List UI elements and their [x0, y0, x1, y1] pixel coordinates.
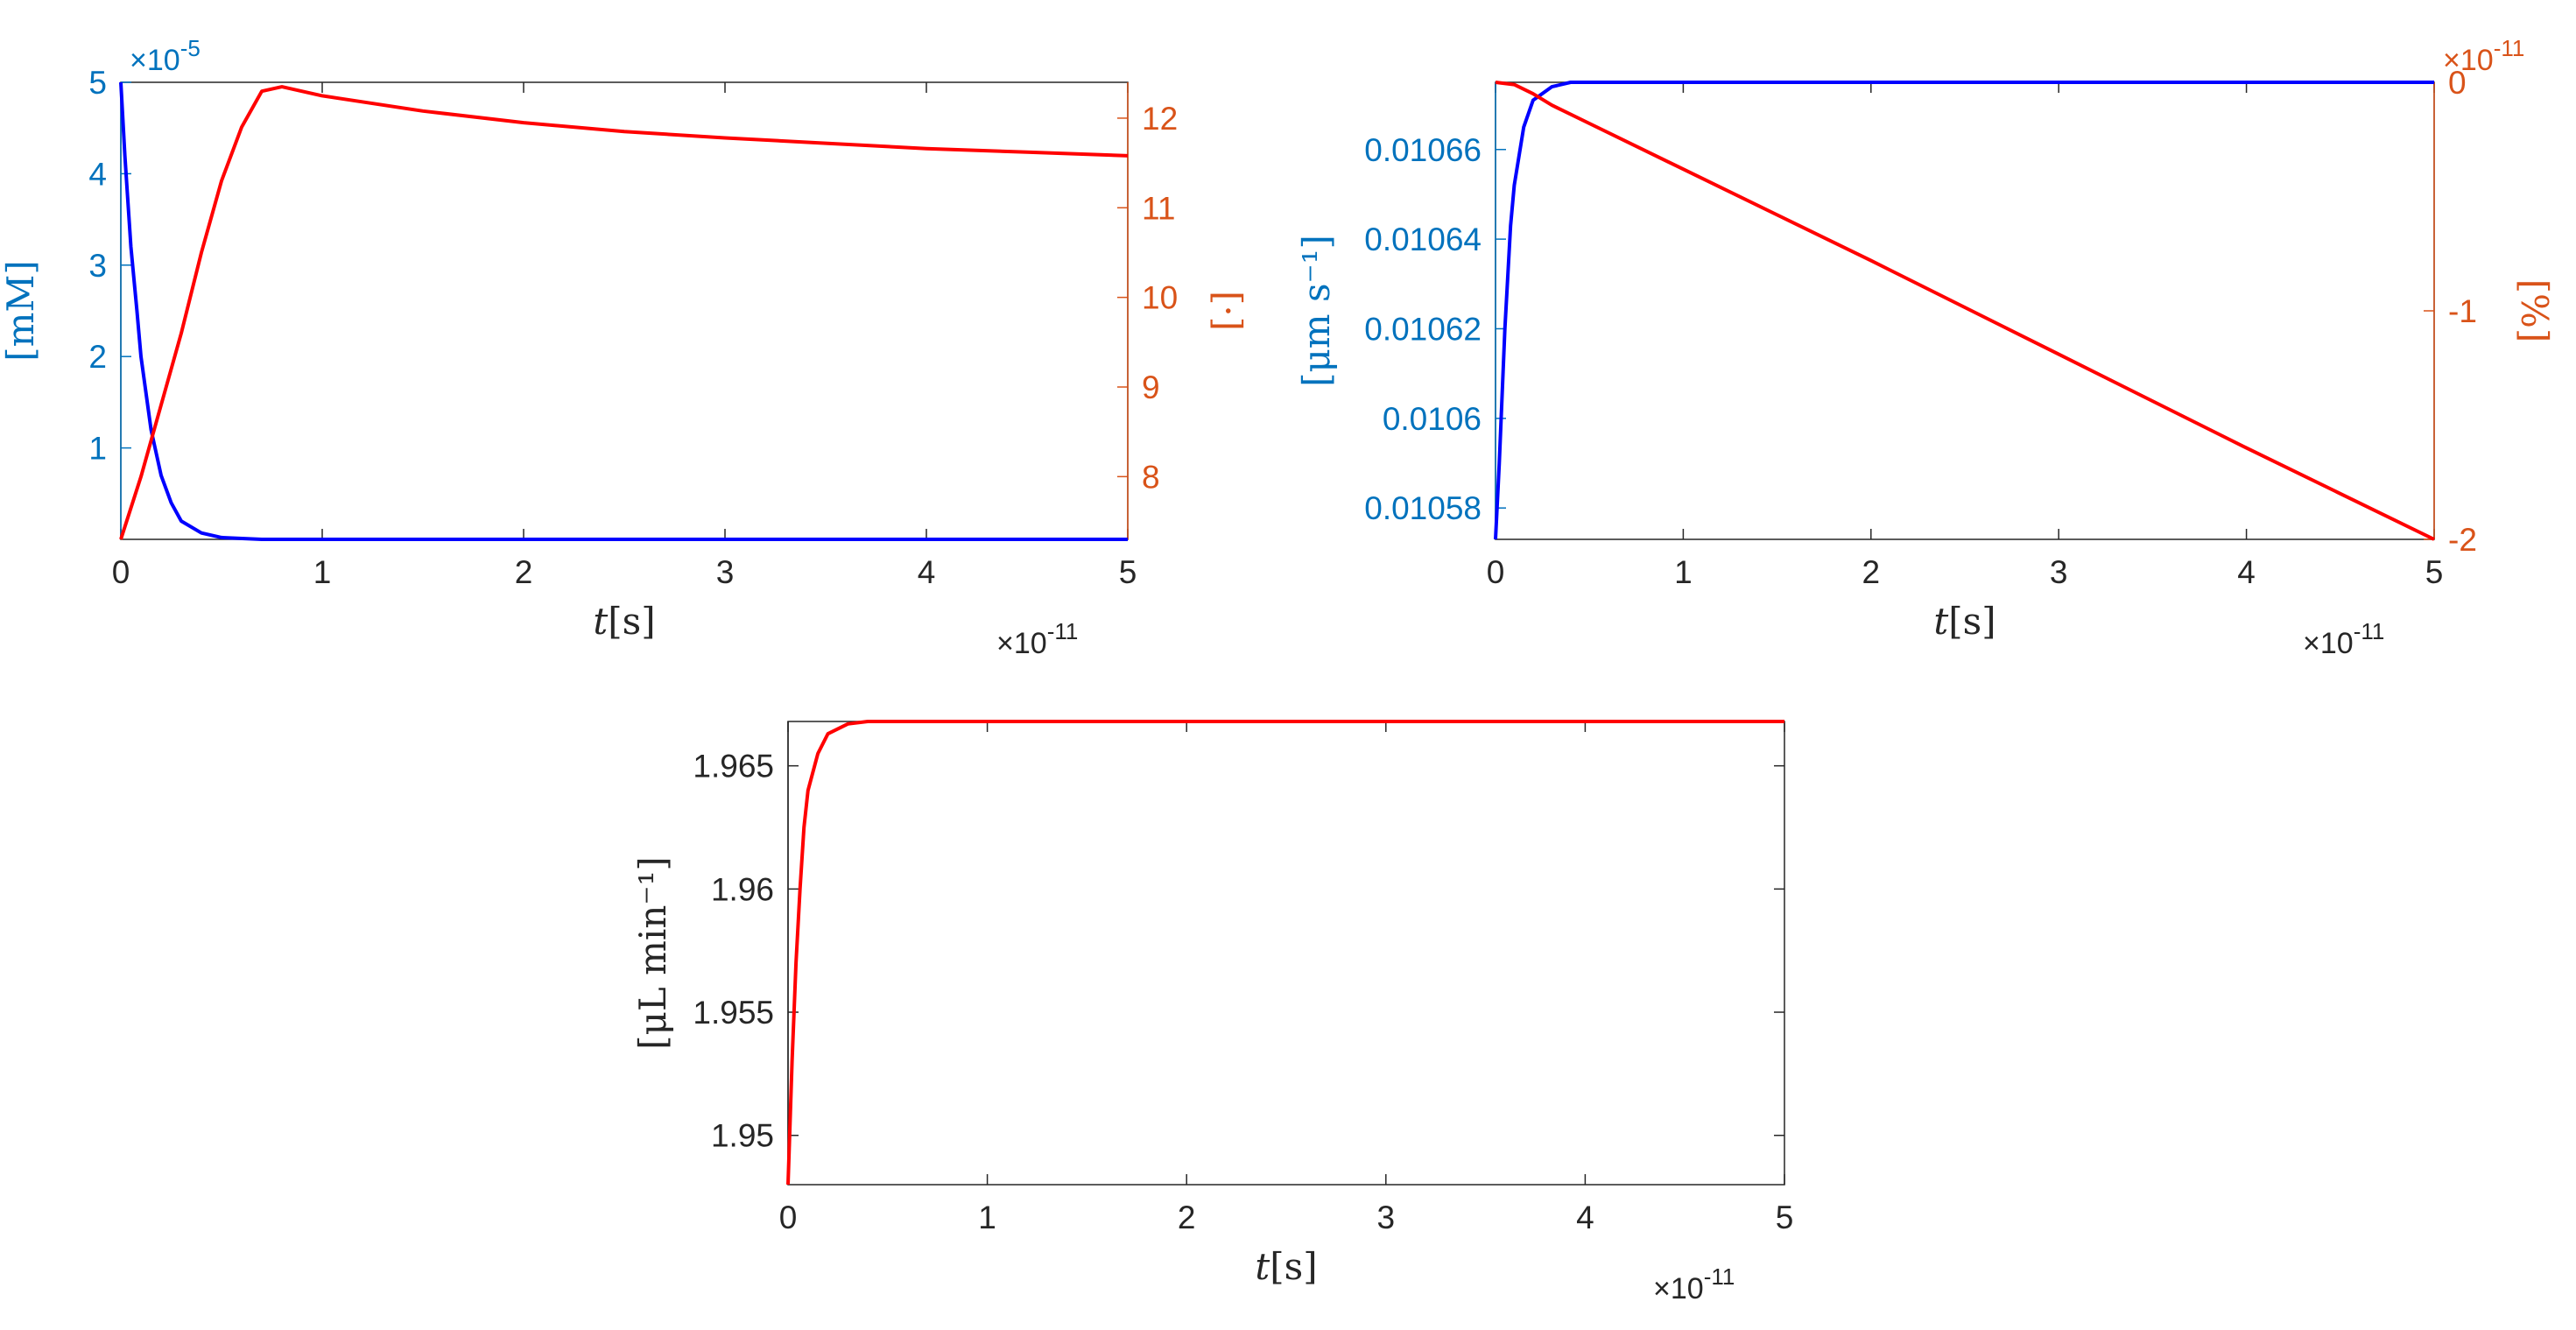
left-tick-label: 1.96 [711, 871, 774, 907]
x-exponent-power: -11 [1704, 1263, 1735, 1290]
x-exponent: ×10-11 [1653, 1263, 1735, 1305]
x-tick-label: 2 [515, 554, 533, 590]
right-tick-label: -2 [2448, 522, 2477, 558]
x-tick-label: 5 [1776, 1200, 1794, 1235]
x-tick-label: 1 [313, 554, 332, 590]
x-tick-label: 0 [112, 554, 130, 590]
left-tick-label: 3 [88, 248, 107, 284]
x-tick-label: 2 [1178, 1200, 1196, 1235]
x-tick-label: 5 [2425, 554, 2444, 590]
axes-box [787, 721, 1785, 1186]
right-tick-label: 9 [1142, 369, 1160, 405]
right-exponent: ×10-11 [2443, 35, 2524, 77]
left-exponent: ×10-5 [130, 35, 201, 77]
x-axis-label: t[s] [593, 600, 655, 643]
panel-bottom: 0 1 2 3 4 5 t[s] ×10-11 1.95 1.955 1.96 1.965 [μL mi… [631, 720, 1794, 1305]
left-tick-label: 1.965 [693, 749, 774, 785]
left-axis-label: [mM] [0, 260, 42, 362]
x-tick-label: 2 [1862, 554, 1881, 590]
right-axis-label: [·] [1207, 291, 1249, 331]
x-tick-label: 5 [1119, 554, 1137, 590]
right-tick-label: 11 [1142, 190, 1175, 226]
x-tick-label: 1 [978, 1200, 996, 1235]
x-tick-label: 0 [1487, 554, 1505, 590]
left-tick-label: 5 [88, 65, 107, 101]
x-tick-label: 3 [1377, 1200, 1396, 1235]
left-tick-label: 0.0106 [1383, 401, 1482, 437]
x-axis-label: t[s] [1933, 600, 1995, 643]
right-exponent-power: -11 [2494, 35, 2525, 61]
series-line-blue [119, 81, 1128, 541]
right-tick-label: 10 [1142, 280, 1178, 316]
x-exponent: ×10-11 [2303, 618, 2384, 660]
x-tick-label: 1 [1674, 554, 1693, 590]
x-axis-label-var: t [1255, 1245, 1270, 1288]
x-exponent-power: -11 [1047, 618, 1079, 644]
x-exponent: ×10-11 [996, 618, 1078, 660]
left-tick-label: 4 [88, 156, 107, 192]
x-axis-label: t[s] [1255, 1245, 1317, 1288]
left-tick-label: 1.95 [711, 1118, 774, 1154]
panel-top-left: 0 1 2 3 4 5t[s]×10-1112345[mM]×10-589101112[·… [0, 35, 1249, 660]
left-tick-label: 0.01058 [1364, 490, 1482, 526]
x-tick-label: 0 [779, 1200, 798, 1235]
x-tick-label: 4 [1576, 1200, 1594, 1235]
left-exponent-power: -5 [180, 35, 201, 61]
right-tick-label: 8 [1142, 459, 1160, 495]
left-tick-label: 1 [88, 431, 107, 467]
right-tick-label: -1 [2448, 293, 2477, 329]
x-axis-label-unit: [s] [1948, 600, 1995, 643]
x-axis-label-unit: [s] [608, 600, 655, 643]
left-tick-label: 0.01062 [1364, 311, 1482, 347]
x-axis-label-var: t [593, 600, 608, 643]
x-tick-label: 4 [918, 554, 936, 590]
left-tick-label: 0.01064 [1364, 222, 1482, 257]
left-axis-label: [μm s⁻¹] [1295, 235, 1338, 387]
x-tick-label: 3 [716, 554, 735, 590]
x-exponent-power: -11 [2354, 618, 2385, 644]
x-axis-label-var: t [1933, 600, 1948, 643]
x-tick-label: 4 [2237, 554, 2256, 590]
right-tick-label: 12 [1142, 101, 1178, 137]
series-line-blue [1494, 81, 2434, 540]
left-axis-label: [μL min⁻¹] [631, 856, 674, 1050]
panel-top-right: 0 1 2 3 4 5 t[s] ×10-11 0.01058 0.0106 0.01062 0.01… [1295, 35, 2556, 660]
x-axis-label-unit: [s] [1270, 1245, 1317, 1288]
left-tick-label: 1.955 [693, 995, 774, 1031]
right-axis-label: [%] [2513, 279, 2556, 343]
right-tick-label: 0 [2448, 65, 2467, 101]
left-tick-label: 2 [88, 339, 107, 375]
left-tick-label: 0.01066 [1364, 132, 1482, 168]
x-tick-label: 3 [2050, 554, 2068, 590]
series-line-red [1495, 81, 2435, 541]
series-line-red [786, 720, 1784, 1186]
series-line-red [119, 85, 1129, 540]
